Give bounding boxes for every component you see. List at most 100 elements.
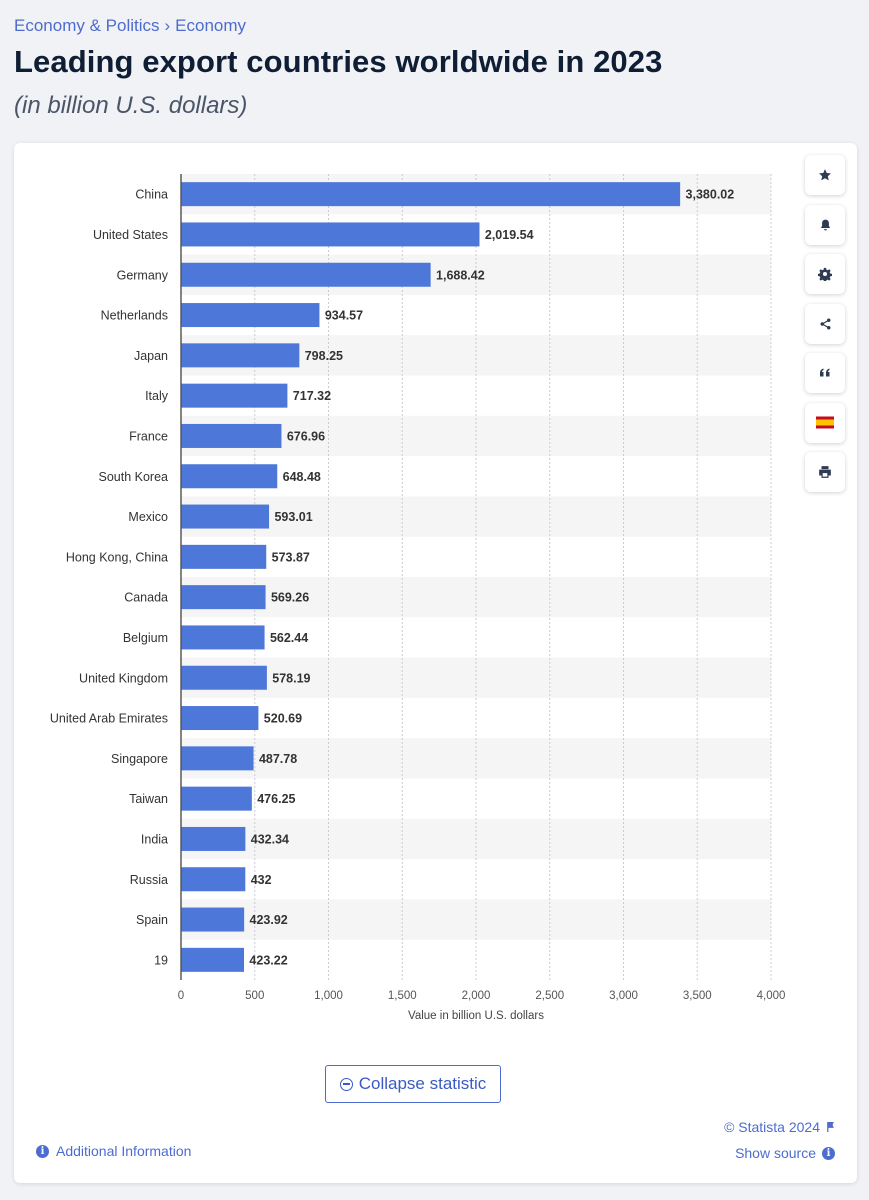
bar: [181, 423, 282, 448]
x-tick-label: 0: [178, 990, 184, 1002]
category-label: Canada: [124, 591, 168, 605]
show-source-link[interactable]: Show source i: [735, 1145, 835, 1161]
value-label: 648.48: [283, 470, 321, 484]
additional-information-label: Additional Information: [56, 1143, 192, 1159]
x-tick-label: 2,000: [462, 990, 491, 1002]
copyright[interactable]: © Statista 2024: [724, 1119, 835, 1135]
value-label: 569.26: [271, 591, 309, 605]
category-label: Russia: [130, 873, 168, 887]
category-label: Netherlands: [101, 309, 168, 323]
bar: [181, 625, 265, 650]
x-tick-label: 3,000: [609, 990, 638, 1002]
x-axis-label: Value in billion U.S. dollars: [408, 1010, 544, 1022]
category-label: Singapore: [111, 752, 168, 766]
category-label: United Kingdom: [79, 671, 168, 685]
bar: [181, 544, 267, 569]
category-label: Japan: [134, 349, 168, 363]
page-subtitle: (in billion U.S. dollars): [14, 92, 248, 119]
bar: [181, 706, 259, 731]
collapse-statistic-button[interactable]: Collapse statistic: [325, 1065, 501, 1103]
category-label: France: [129, 429, 168, 443]
value-label: 520.69: [264, 712, 302, 726]
category-label: Germany: [117, 268, 169, 282]
star-icon: [819, 169, 831, 181]
value-label: 3,380.02: [686, 188, 735, 202]
x-tick-label: 1,000: [314, 990, 343, 1002]
bar: [181, 907, 245, 932]
value-label: 562.44: [270, 631, 308, 645]
category-label: Taiwan: [129, 792, 168, 806]
notification-button[interactable]: [805, 204, 845, 245]
settings-button[interactable]: [805, 254, 845, 294]
bar: [181, 786, 252, 811]
bell-icon: [820, 219, 830, 230]
share-button[interactable]: [805, 303, 845, 344]
x-tick-label: 4,000: [757, 990, 786, 1002]
gear-icon: [818, 267, 832, 281]
category-label: United States: [93, 228, 168, 242]
x-tick-label: 500: [245, 990, 264, 1002]
cite-button[interactable]: [805, 353, 845, 393]
additional-information-link[interactable]: i Additional Information: [36, 1143, 191, 1159]
category-label: India: [141, 832, 168, 846]
info-icon: i: [822, 1146, 835, 1160]
category-label: Italy: [145, 389, 169, 403]
breadcrumb-item-economy[interactable]: Economy: [175, 16, 247, 35]
info-icon: i: [36, 1144, 49, 1158]
value-label: 798.25: [305, 349, 343, 363]
bar: [181, 383, 288, 408]
bar: [181, 826, 246, 851]
flag-icon: [827, 1122, 834, 1132]
bar: [181, 947, 245, 972]
share-icon: [820, 317, 830, 330]
bar: [181, 343, 300, 368]
breadcrumb-item-economy-politics[interactable]: Economy & Politics: [14, 16, 160, 35]
category-label: Mexico: [128, 510, 168, 524]
value-label: 423.92: [250, 913, 288, 927]
value-label: 432.34: [251, 832, 289, 846]
collapse-statistic-label: Collapse statistic: [358, 1074, 487, 1093]
bar: [181, 504, 270, 529]
category-label: China: [135, 188, 168, 202]
value-label: 423.22: [249, 953, 287, 967]
bar: [181, 746, 254, 771]
value-label: 593.01: [274, 510, 312, 524]
page-title: Leading export countries worldwide in 20…: [14, 44, 663, 79]
bar: [181, 303, 320, 328]
category-label: Hong Kong, China: [66, 550, 168, 564]
value-label: 476.25: [257, 792, 295, 806]
category-label: Spain: [136, 913, 168, 927]
x-tick-label: 2,500: [535, 990, 564, 1002]
bar: [181, 665, 267, 690]
bar: [181, 867, 246, 892]
x-tick-label: 3,500: [683, 990, 712, 1002]
copyright-text: © Statista 2024: [724, 1119, 820, 1135]
category-label: Belgium: [123, 631, 168, 645]
language-button[interactable]: [805, 402, 845, 443]
print-button[interactable]: [805, 452, 845, 492]
value-label: 2,019.54: [485, 228, 534, 242]
category-label: United Arab Emirates: [50, 712, 168, 726]
category-label: South Korea: [99, 470, 169, 484]
value-label: 717.32: [293, 389, 331, 403]
print-icon: [819, 466, 831, 478]
value-label: 432: [251, 873, 272, 887]
spain-flag-icon: [816, 416, 834, 429]
value-label: 487.78: [259, 752, 297, 766]
chart-card: China 3,380.02 United States 2,019.54 German…: [14, 143, 857, 1183]
category-label: 19: [154, 953, 168, 967]
value-label: 1,688.42: [436, 268, 485, 282]
breadcrumb: Economy & Politics › Economy: [14, 16, 246, 36]
x-tick-label: 1,500: [388, 990, 417, 1002]
value-label: 934.57: [325, 309, 363, 323]
bar: [181, 464, 278, 489]
quote-icon: [820, 368, 830, 377]
value-label: 573.87: [272, 550, 310, 564]
value-label: 676.96: [287, 429, 325, 443]
minus-circle-icon: [339, 1077, 353, 1091]
favorite-button[interactable]: [805, 155, 845, 195]
value-label: 578.19: [272, 671, 310, 685]
bar-chart: China 3,380.02 United States 2,019.54 German…: [50, 174, 786, 1022]
chart-toolbar: [805, 155, 845, 502]
breadcrumb-separator: ›: [164, 16, 171, 35]
